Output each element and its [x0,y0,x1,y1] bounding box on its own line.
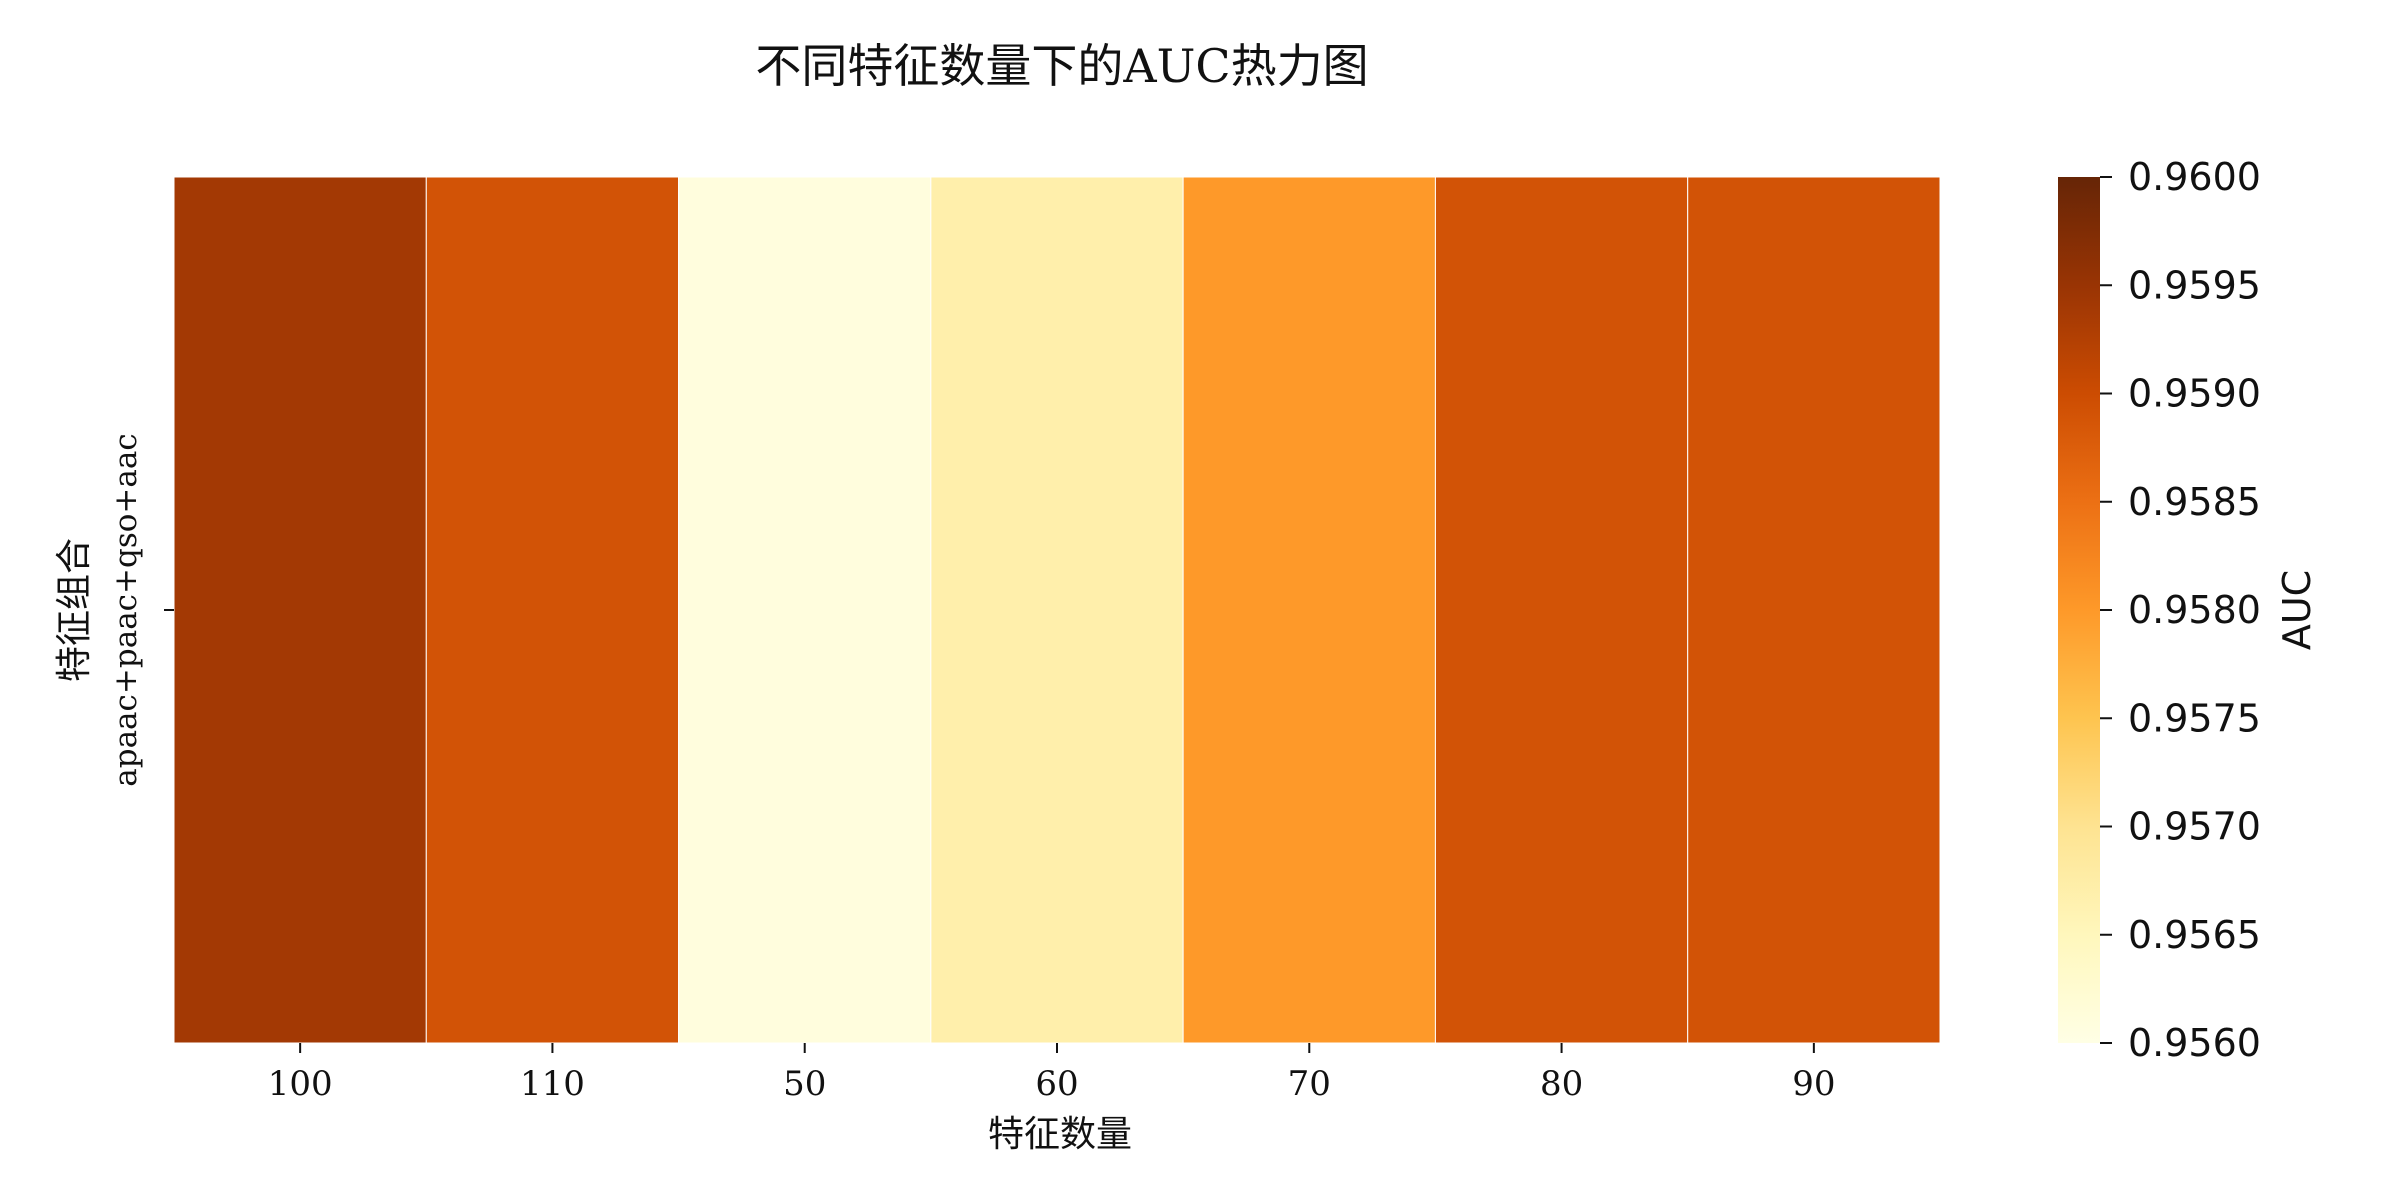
colorbar-tick-label: 0.9575 [2128,696,2261,740]
x-tick-label: 80 [1540,1064,1583,1104]
x-tick-label: 60 [1035,1064,1078,1104]
heatmap-cell [1182,176,1436,1044]
x-axis: 100 110 50 60 70 80 90 [268,1043,1835,1104]
y-axis-label: 特征组合 [54,538,95,682]
heatmap-cell [1687,176,1941,1044]
colorbar-tick-label: 0.9595 [2128,263,2261,307]
colorbar-tick-label: 0.9580 [2128,588,2261,632]
chart-title: 不同特征数量下的AUC热力图 [755,39,1368,93]
colorbar-ticks: 0.9560 0.9565 0.9570 0.9575 0.9580 0.9585 0.95… [2100,155,2261,1065]
colorbar-label: AUC [2275,570,2319,650]
x-tick-label: 90 [1792,1064,1835,1104]
x-tick-label: 110 [520,1064,585,1104]
x-tick-label: 70 [1288,1064,1331,1104]
colorbar-gradient [2058,177,2100,1043]
colorbar-tick-label: 0.9585 [2128,480,2261,524]
colorbar-tick-label: 0.9590 [2128,372,2261,416]
x-axis-label: 特征数量 [988,1114,1132,1155]
colorbar-tick-label: 0.9560 [2128,1021,2261,1065]
colorbar-tick-label: 0.9565 [2128,913,2261,957]
y-tick-label: apaac+paac+qso+aac [108,433,144,787]
colorbar-tick-label: 0.9570 [2128,805,2261,849]
colorbar-tick-label: 0.9600 [2128,155,2261,199]
x-tick-label: 100 [268,1064,333,1104]
heatmap-cell [425,176,680,1044]
colorbar: 0.9560 0.9565 0.9570 0.9575 0.9580 0.9585 0.95… [2058,155,2319,1065]
heatmap-cells [173,176,1941,1044]
heatmap-cell [930,176,1184,1044]
heatmap-cell [173,176,427,1044]
x-tick-label: 50 [783,1064,826,1104]
y-axis: apaac+paac+qso+aac [108,433,174,787]
heatmap-cell [678,176,932,1044]
heatmap-cell [1434,176,1689,1044]
